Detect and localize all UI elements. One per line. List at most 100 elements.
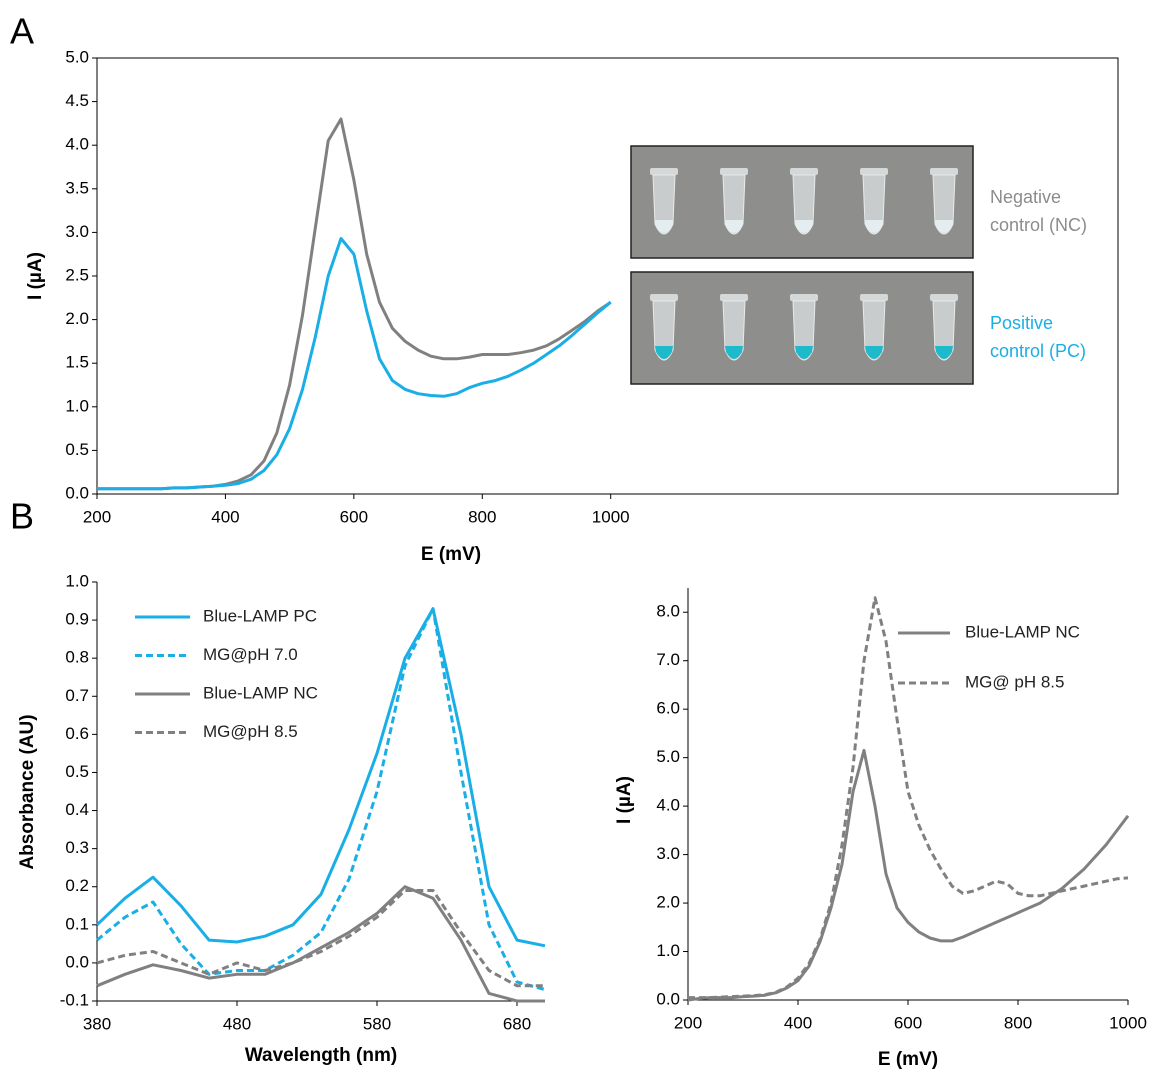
legend-label: Blue-LAMP NC <box>965 622 1080 641</box>
tube <box>932 300 956 361</box>
y-axis-title: Absorbance (AU) <box>17 714 38 869</box>
legend-label: MG@pH 8.5 <box>203 722 298 741</box>
tube <box>722 300 746 361</box>
tube-liquid <box>795 220 813 233</box>
y-tick-label: 4.5 <box>65 91 89 110</box>
series-line <box>97 237 612 491</box>
y-axis-title: I (µA) <box>25 252 46 300</box>
tube-cap <box>650 168 678 175</box>
tube <box>792 300 816 361</box>
x-tick-label: 1000 <box>592 507 630 526</box>
y-tick-label: 0.3 <box>65 838 89 857</box>
y-tick-label: 0.9 <box>65 610 89 629</box>
y-tick-label: 0.4 <box>65 800 89 819</box>
tube-liquid <box>655 346 673 359</box>
series-line <box>688 596 1129 1000</box>
tube-cap <box>930 168 958 175</box>
tube-cap <box>860 294 888 301</box>
tube-liquid <box>725 346 743 359</box>
y-tick-label: 8.0 <box>656 602 680 621</box>
annotation: control (PC) <box>990 341 1086 361</box>
tube-cap <box>790 168 818 175</box>
x-tick-label: 600 <box>894 1013 922 1032</box>
series-line <box>96 889 545 988</box>
y-tick-label: 0.5 <box>65 762 89 781</box>
y-tick-label: 0.5 <box>65 440 89 459</box>
tube-liquid <box>935 346 953 359</box>
tube-liquid <box>865 220 883 233</box>
legend-label: MG@pH 7.0 <box>203 645 298 664</box>
y-tick-label: 0.1 <box>65 914 89 933</box>
y-axis-title: I (µA) <box>614 776 635 824</box>
tube-liquid <box>795 346 813 359</box>
y-tick-label: 2.0 <box>656 893 680 912</box>
y-tick-label: 0.0 <box>65 952 89 971</box>
annotation: Negative <box>990 187 1061 207</box>
legend-label: Blue-LAMP NC <box>203 683 318 702</box>
x-tick-label: 800 <box>468 507 496 526</box>
x-tick-label: 380 <box>83 1014 111 1033</box>
tube <box>862 300 886 361</box>
x-tick-label: 680 <box>503 1014 531 1033</box>
y-tick-label: 0.0 <box>656 989 680 1008</box>
tube-cap <box>790 294 818 301</box>
tube <box>862 174 886 235</box>
tube-cap <box>720 294 748 301</box>
tube <box>652 300 676 361</box>
tube-cap <box>720 168 748 175</box>
series-line <box>95 607 546 948</box>
y-tick-label: 3.5 <box>65 178 89 197</box>
x-axis-title: Wavelength (nm) <box>245 1045 397 1066</box>
tube-liquid <box>655 220 673 233</box>
y-tick-label: 0.8 <box>65 648 89 667</box>
series-line <box>96 885 545 1003</box>
x-axis-title: E (mV) <box>878 1049 938 1069</box>
x-tick-label: 800 <box>1004 1013 1032 1032</box>
x-tick-label: 400 <box>784 1013 812 1032</box>
tube-cap <box>860 168 888 175</box>
y-tick-label: -0.1 <box>60 990 89 1009</box>
y-tick-label: 3.0 <box>656 844 680 863</box>
y-tick-label: 1.0 <box>656 941 680 960</box>
y-tick-label: 1.5 <box>65 353 89 372</box>
y-tick-label: 4.0 <box>65 135 89 154</box>
y-tick-label: 4.0 <box>656 796 680 815</box>
tube-liquid <box>865 346 883 359</box>
y-tick-label: 1.0 <box>65 571 89 590</box>
y-tick-label: 0.6 <box>65 724 89 743</box>
y-tick-label: 6.0 <box>656 699 680 718</box>
x-tick-label: 480 <box>223 1014 251 1033</box>
x-tick-label: 400 <box>211 507 239 526</box>
x-tick-label: 600 <box>340 507 368 526</box>
y-tick-label: 3.0 <box>65 222 89 241</box>
legend-label: MG@ pH 8.5 <box>965 672 1064 691</box>
y-tick-label: 0.7 <box>65 686 89 705</box>
annotation: Positive <box>990 313 1053 333</box>
y-tick-label: 2.5 <box>65 265 89 284</box>
x-tick-label: 200 <box>83 507 111 526</box>
x-axis-title: E (mV) <box>421 544 481 565</box>
tube <box>792 174 816 235</box>
y-tick-label: 5.0 <box>656 747 680 766</box>
tube <box>932 174 956 235</box>
tube-liquid <box>725 220 743 233</box>
y-tick-label: 2.0 <box>65 309 89 328</box>
tube <box>652 174 676 235</box>
y-tick-label: 0.0 <box>65 483 89 502</box>
x-tick-label: 200 <box>674 1013 702 1032</box>
x-tick-label: 580 <box>363 1014 391 1033</box>
x-tick-label: 1000 <box>1109 1013 1147 1032</box>
panel-label: A <box>10 11 34 52</box>
y-tick-label: 5.0 <box>65 47 89 66</box>
tube-cap <box>650 294 678 301</box>
y-tick-label: 7.0 <box>656 650 680 669</box>
annotation: control (NC) <box>990 215 1087 235</box>
legend-label: Blue-LAMP PC <box>203 606 317 625</box>
tube-liquid <box>935 220 953 233</box>
y-tick-label: 0.2 <box>65 876 89 895</box>
panel-label: B <box>10 496 34 537</box>
tube <box>722 174 746 235</box>
series-line <box>97 117 612 491</box>
